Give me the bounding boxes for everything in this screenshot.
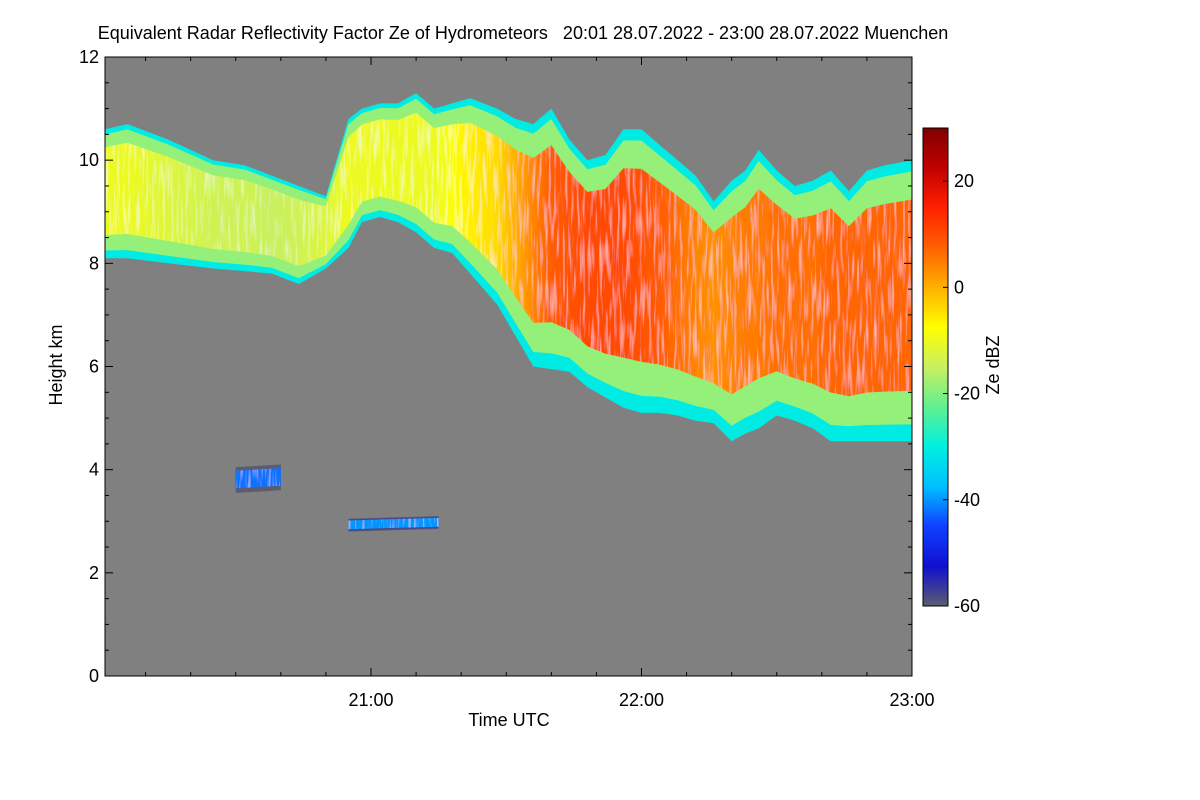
y-tick-label: 8 (89, 253, 99, 273)
y-tick-label: 6 (89, 357, 99, 377)
reflectivity-layers (105, 93, 912, 532)
y-axis-label: Height km (46, 324, 66, 405)
colorbar-tick-label: -40 (954, 490, 980, 510)
layer-patch-4km (235, 464, 281, 493)
colorbar-label: Ze dBZ (983, 335, 1003, 394)
y-tick-label: 0 (89, 666, 99, 686)
colorbar-tick-label: -60 (954, 596, 980, 616)
x-tick-label: 23:00 (889, 690, 934, 710)
y-axis: 0 2 4 6 8 10 12 (79, 47, 912, 686)
x-tick-label: 22:00 (619, 690, 664, 710)
colorbar (922, 127, 949, 607)
y-tick-label: 2 (89, 563, 99, 583)
layer-core (105, 112, 912, 397)
x-tick-label: 21:00 (348, 690, 393, 710)
x-axis: 21:00 22:00 23:00 (145, 57, 935, 710)
layer-patch-3km (348, 516, 439, 532)
colorbar-tick-label: -20 (954, 384, 980, 404)
layer-upper-cloud (105, 93, 912, 442)
layer-core (235, 468, 281, 489)
layer-core (348, 517, 439, 530)
chart-title: Equivalent Radar Reflectivity Factor Ze … (98, 23, 949, 43)
y-tick-label: 12 (79, 47, 99, 67)
colorbar-axis: -60 -40 -20 0 20 (943, 171, 980, 616)
colorbar-tick-label: 0 (954, 277, 964, 297)
x-axis-label: Time UTC (468, 710, 549, 730)
y-tick-label: 4 (89, 460, 99, 480)
colorbar-tick-label: 20 (954, 171, 974, 191)
y-tick-label: 10 (79, 150, 99, 170)
